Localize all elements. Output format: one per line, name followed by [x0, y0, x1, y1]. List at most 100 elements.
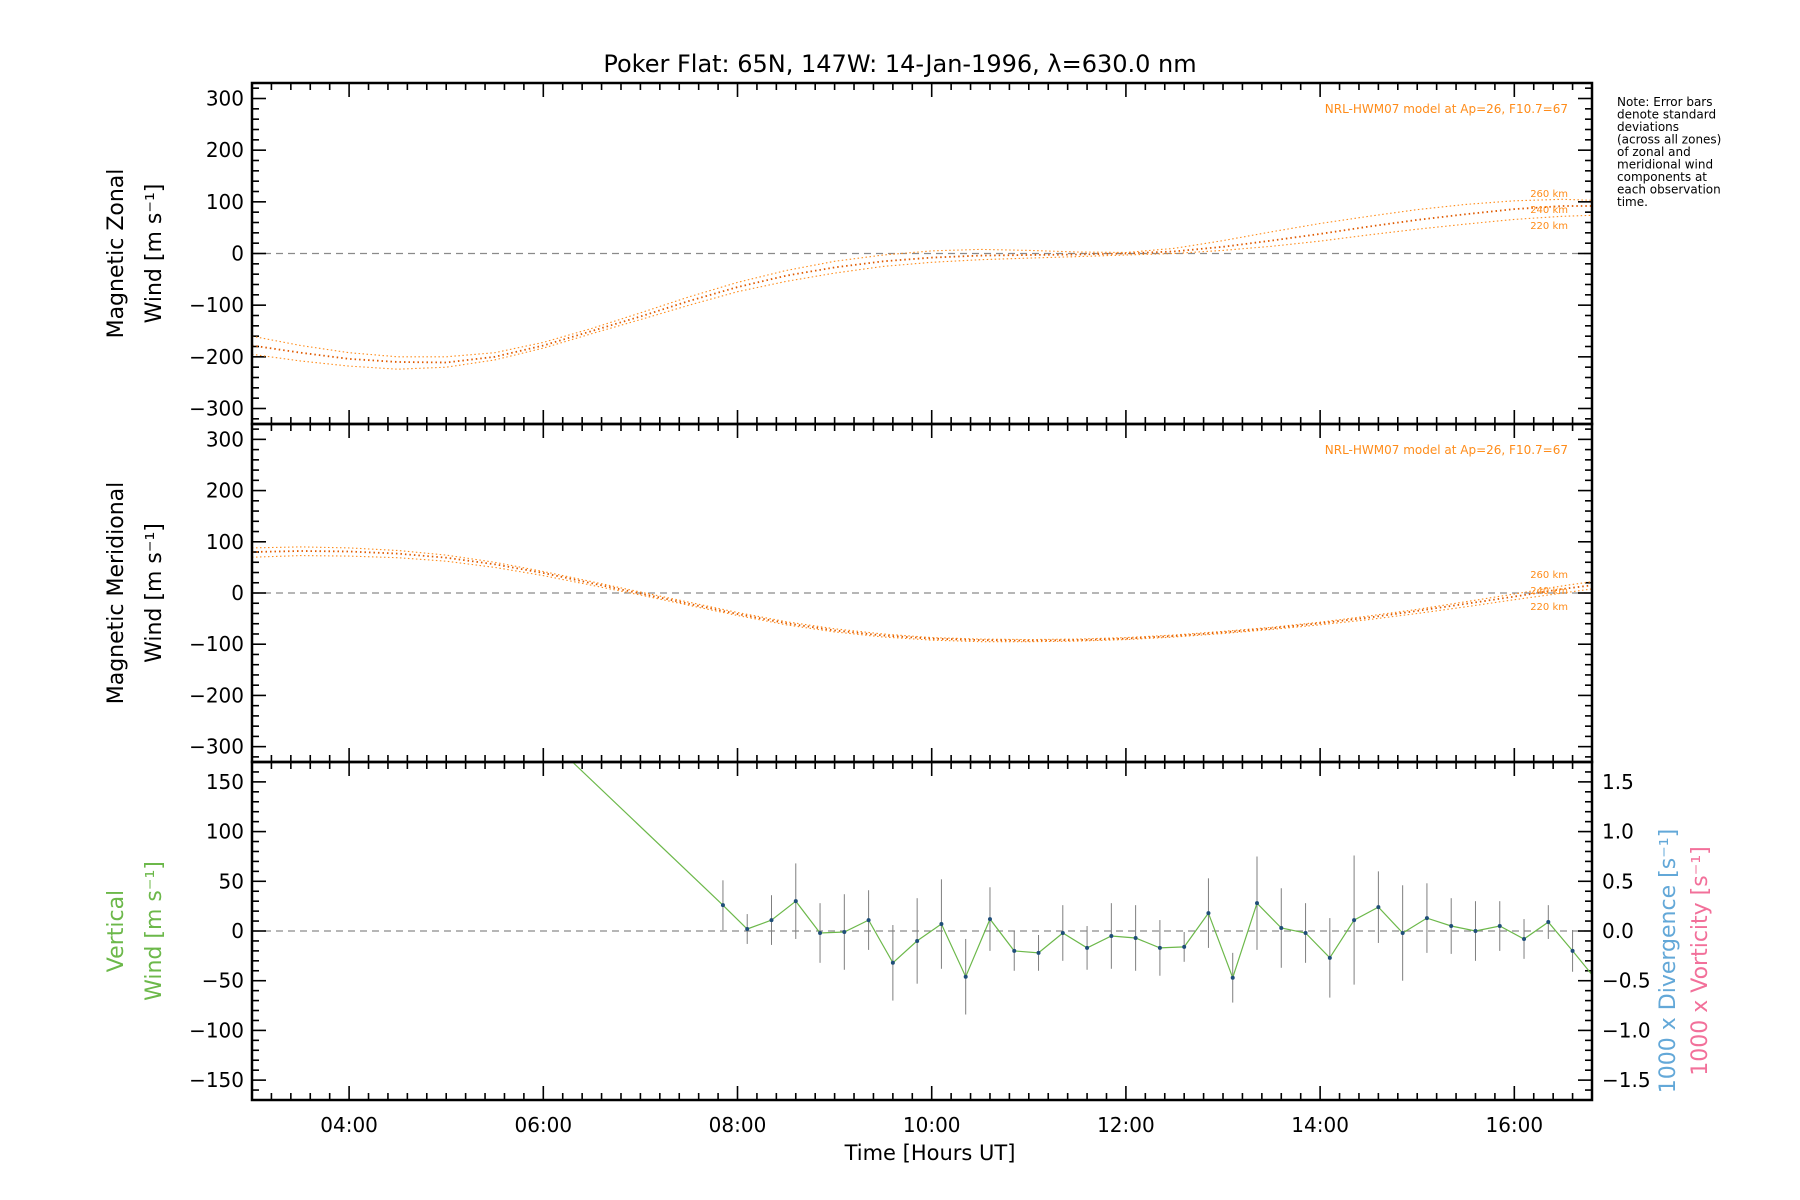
right-y-tick-label: 0.0 — [1602, 919, 1634, 943]
vertical-wind-point — [1522, 936, 1527, 941]
vertical-wind-point — [745, 927, 750, 932]
y-tick-label: −300 — [189, 735, 244, 759]
vertical-wind-point — [1157, 945, 1162, 950]
vertical-wind-point — [987, 917, 992, 922]
vertical-wind-lead-line — [572, 762, 724, 906]
model-series-260-km — [252, 198, 1592, 358]
altitude-label: 260 km — [1530, 570, 1568, 581]
vertical-wind-point — [769, 918, 774, 923]
y-tick-label: −200 — [189, 683, 244, 707]
altitude-label: 240 km — [1530, 586, 1568, 597]
vertical-wind-point — [1279, 926, 1284, 931]
vertical-wind-point — [1497, 924, 1502, 929]
x-tick-label: 16:00 — [1485, 1113, 1543, 1137]
y-tick-label: 50 — [219, 869, 244, 893]
right-y-tick-label: 1.0 — [1602, 820, 1634, 844]
panel-frame — [250, 760, 1594, 1102]
x-tick-label: 10:00 — [903, 1113, 961, 1137]
y-tick-label: −100 — [189, 1018, 244, 1042]
vertical-wind-point — [1036, 950, 1041, 955]
y-tick-label: −150 — [189, 1068, 244, 1092]
vertical-wind-point — [842, 929, 847, 934]
vertical-wind-point — [1230, 975, 1235, 980]
vorticity-axis-label: 1000 x Vorticity [s⁻¹] — [1688, 846, 1713, 1076]
vertical-wind-point — [939, 922, 944, 927]
x-tick-label: 12:00 — [1097, 1113, 1155, 1137]
x-axis-label: Time [Hours UT] — [844, 1141, 1016, 1165]
vertical-wind-point — [1546, 920, 1551, 925]
note-line: denote standard — [1617, 108, 1716, 122]
x-tick-label: 08:00 — [709, 1113, 767, 1137]
model-series-group — [252, 198, 1592, 370]
vertical-wind-point — [1012, 948, 1017, 953]
note-line: of zonal and — [1617, 145, 1691, 159]
altitude-label: 220 km — [1530, 221, 1568, 232]
panel-zonal: −300 −200 −100 0 100 200 300 Magnetic Zonal Wind… — [104, 81, 1594, 426]
y-tick-label: −300 — [189, 397, 244, 421]
note-line: meridional wind — [1617, 158, 1713, 172]
vertical-wind-point — [963, 974, 968, 979]
altitude-label: 240 km — [1530, 205, 1568, 216]
altitude-label: 220 km — [1530, 602, 1568, 613]
vertical-wind-point — [1255, 901, 1259, 906]
right-y-tick-label: −0.5 — [1602, 969, 1651, 993]
y-tick-label: 150 — [206, 770, 244, 794]
vertical-wind-point — [1133, 935, 1138, 940]
y-tick-label: 100 — [206, 820, 244, 844]
model-label: NRL-HWM07 model at Ap=26, F10.7=67 — [1325, 102, 1568, 116]
divergence-axis-label: 1000 x Divergence [s⁻¹] — [1656, 829, 1681, 1093]
vertical-wind-point — [890, 960, 895, 965]
vertical-wind-point — [1424, 916, 1429, 921]
note-line: time. — [1617, 195, 1648, 209]
vertical-series-group — [572, 762, 1592, 1015]
y-tick-label: 300 — [206, 87, 244, 111]
y-tick-label: −100 — [189, 293, 244, 317]
model-series-group — [252, 546, 1592, 643]
x-tick-label: 06:00 — [514, 1113, 572, 1137]
panels: −300 −200 −100 0 100 200 300 Magnetic Zonal Wind… — [104, 81, 1713, 1137]
vertical-wind-point — [1352, 918, 1357, 923]
y-axis-label-line1: Magnetic Meridional — [104, 482, 129, 704]
vertical-wind-point — [1376, 905, 1381, 910]
panel-vertical: −150 −100 −50 0 50 100 150 −1.5 −1.0 −0.5 0.0 0.5 1.… — [104, 760, 1713, 1102]
y-tick-label: −200 — [189, 345, 244, 369]
model-series-220-km — [252, 555, 1592, 643]
vertical-wind-point — [720, 903, 725, 908]
panel-meridional: −300 −200 −100 0 100 200 300 Magnetic Meridiona… — [104, 422, 1594, 764]
vertical-wind-point — [818, 930, 823, 935]
vertical-wind-point — [1400, 930, 1405, 935]
right-y-tick-label: −1.0 — [1602, 1018, 1651, 1042]
y-tick-label: 100 — [206, 190, 244, 214]
vertical-wind-point — [1449, 924, 1454, 929]
vertical-wind-point — [1327, 955, 1332, 960]
y-tick-label: 200 — [206, 479, 244, 503]
y-axis-label-line1: Vertical — [104, 890, 129, 972]
note-line: Note: Error bars — [1617, 95, 1712, 109]
y-tick-label: 300 — [206, 427, 244, 451]
altitude-label: 260 km — [1530, 189, 1568, 200]
y-axis-label-line2: Wind [m s⁻¹] — [142, 861, 167, 1001]
vertical-wind-point — [1206, 911, 1211, 916]
y-tick-label: −100 — [189, 632, 244, 656]
vertical-wind-point — [1570, 948, 1575, 953]
vertical-wind-point — [915, 938, 920, 943]
y-axis-label-line2: Wind [m s⁻¹] — [142, 523, 167, 663]
vertical-wind-point — [866, 918, 871, 923]
vertical-wind-point — [1060, 930, 1065, 935]
y-tick-label: 100 — [206, 530, 244, 554]
x-tick-label: 04:00 — [320, 1113, 378, 1137]
model-series-220-km — [252, 214, 1592, 370]
right-y-tick-label: 0.5 — [1602, 869, 1634, 893]
vertical-wind-point — [1303, 930, 1308, 935]
vertical-wind-point — [1085, 945, 1090, 950]
y-tick-label: 200 — [206, 138, 244, 162]
y-tick-label: 0 — [231, 581, 244, 605]
right-y-tick-label: −1.5 — [1602, 1068, 1651, 1092]
vertical-wind-point — [1182, 944, 1187, 949]
y-tick-label: −50 — [202, 969, 244, 993]
vertical-wind-point — [793, 899, 798, 904]
model-label: NRL-HWM07 model at Ap=26, F10.7=67 — [1325, 443, 1568, 457]
